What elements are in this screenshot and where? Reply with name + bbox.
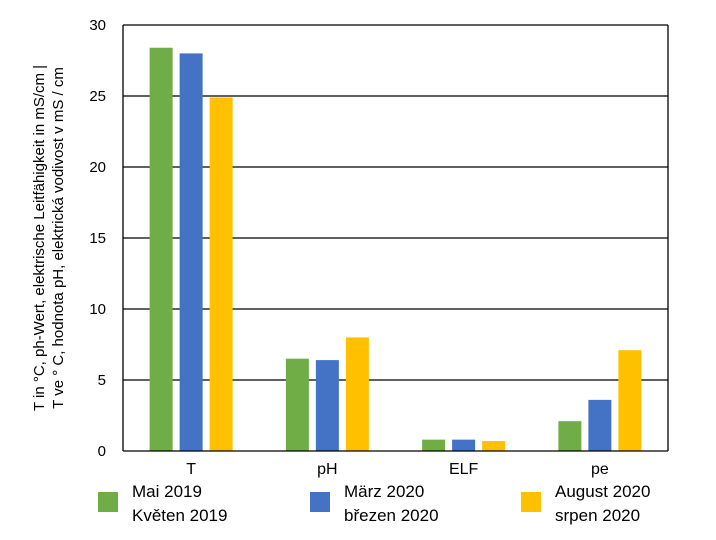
- legend-swatch-marz-2020: [310, 492, 330, 512]
- bar-ph-series-2: [315, 360, 339, 451]
- bar-t-series-3: [209, 97, 233, 452]
- x-tick-label-pe: pe: [591, 461, 609, 478]
- legend: Mai 2019 Květen 2019 März 2020 březen 20…: [0, 480, 716, 540]
- y-tick-label: 25: [89, 88, 106, 105]
- bar-pe-series-1: [558, 421, 582, 451]
- y-tick-label: 15: [89, 230, 106, 247]
- bar-chart: T in °C, ph-Wert, elektrische Leitfähigk…: [31, 17, 669, 478]
- x-tick-label-elf: ELF: [449, 461, 479, 478]
- legend-swatch-august-2020: [521, 492, 541, 512]
- legend-label-mai-2019: Mai 2019: [132, 482, 202, 501]
- legend-item-mai-2019: Mai 2019 Květen 2019: [98, 480, 227, 528]
- bar-elf-series-3: [482, 441, 506, 451]
- bar-elf-series-1: [422, 439, 446, 451]
- legend-label-srpen-2020: srpen 2020: [555, 506, 641, 525]
- legend-swatch-mai-2019: [98, 492, 118, 512]
- bar-t-series-2: [179, 53, 203, 452]
- y-tick-label: 0: [98, 443, 106, 460]
- legend-label-kveten-2019: Květen 2019: [132, 506, 228, 525]
- y-axis-label-line-2: T ve ° C, hodnota pH, elektrická vodivos…: [50, 67, 67, 409]
- bar-elf-series-2: [452, 439, 476, 451]
- legend-label-august-2020: August 2020: [555, 482, 651, 501]
- legend-label-brezen-2020: březen 2020: [344, 506, 439, 525]
- y-tick-label: 10: [89, 301, 106, 318]
- bar-ph-series-3: [345, 337, 369, 451]
- y-tick-label: 20: [89, 159, 106, 176]
- bar-ph-series-1: [285, 358, 309, 451]
- bar-pe-series-3: [618, 350, 642, 451]
- x-tick-label-t: T: [186, 461, 196, 478]
- legend-item-marz-2020: März 2020 březen 2020: [310, 480, 439, 528]
- legend-item-august-2020: August 2020 srpen 2020: [521, 480, 650, 528]
- y-axis-label-line-1: T in °C, ph-Wert, elektrische Leitfähigk…: [31, 65, 48, 411]
- y-tick-label: 30: [89, 17, 106, 34]
- legend-label-marz-2020: März 2020: [344, 482, 425, 501]
- bar-t-series-1: [149, 47, 173, 451]
- x-tick-label-ph: pH: [317, 461, 337, 478]
- bar-pe-series-2: [588, 399, 612, 451]
- y-tick-label: 5: [98, 372, 106, 389]
